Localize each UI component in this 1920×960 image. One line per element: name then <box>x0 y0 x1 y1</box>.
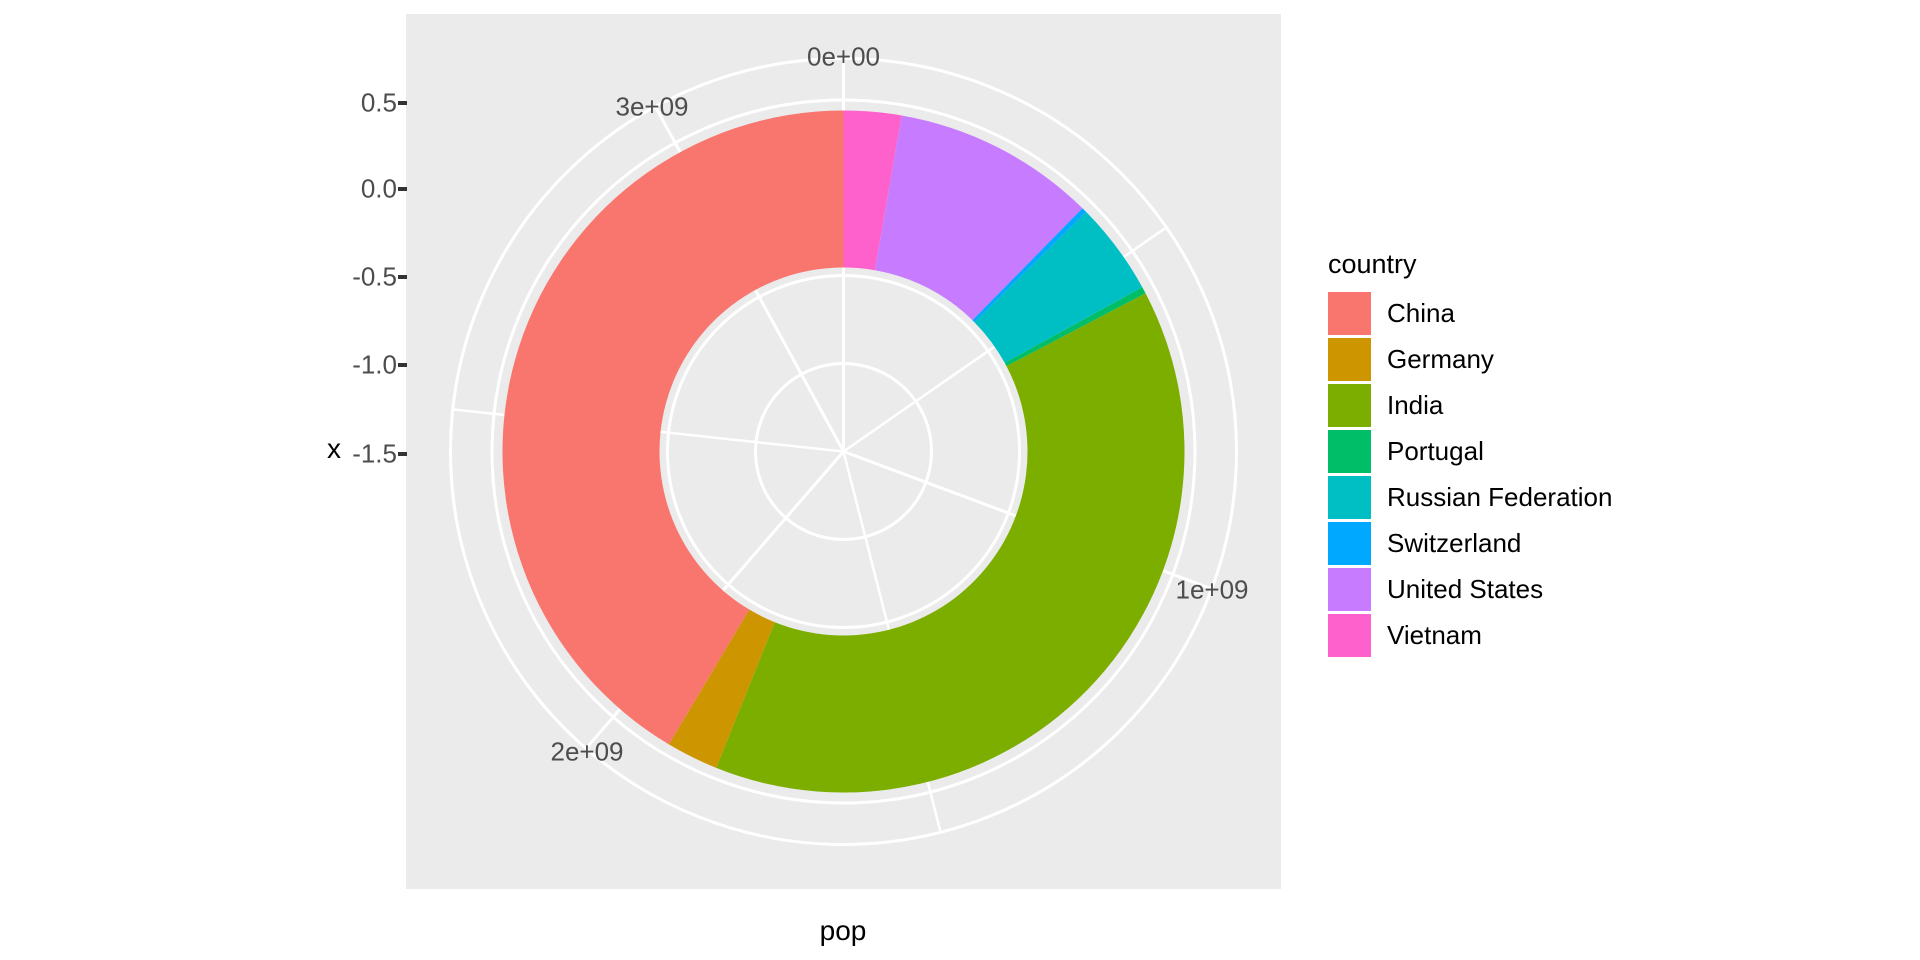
legend-item: Vietnam <box>1328 614 1612 657</box>
pop-axis-title: pop <box>819 915 867 946</box>
legend-label: United States <box>1387 574 1544 604</box>
pie-slice-portugal <box>1004 287 1146 367</box>
legend-label: Switzerland <box>1387 528 1522 558</box>
y-tick-label: -1.5 <box>352 438 397 468</box>
legend-label: Germany <box>1387 344 1494 374</box>
legend-label: India <box>1387 390 1444 420</box>
pie-slice-united-states <box>874 115 1083 321</box>
legend-label: Portugal <box>1387 436 1484 466</box>
pie-slice-germany <box>668 609 775 768</box>
legend-item: China <box>1328 292 1612 335</box>
legend-title: country <box>1328 249 1417 279</box>
angle-tick-label: 0e+00 <box>806 41 881 72</box>
y-tick-label: 0.5 <box>360 87 397 117</box>
legend-label: Vietnam <box>1387 620 1482 650</box>
legend-item: Portugal <box>1328 430 1612 473</box>
y-tick-mark <box>398 451 407 456</box>
y-tick-mark <box>398 363 407 367</box>
y-tick-mark <box>398 275 407 279</box>
angle-tick-label: 3e+09 <box>615 91 689 122</box>
legend-label: China <box>1387 298 1455 328</box>
legend-key-germany <box>1328 338 1371 381</box>
pie-slice-india <box>716 293 1185 793</box>
y-tick-label: -0.5 <box>352 261 397 292</box>
donut-slices <box>502 110 1185 793</box>
pie-slice-switzerland <box>972 208 1087 323</box>
y-tick-mark <box>398 100 407 105</box>
legend-label: Russian Federation <box>1387 482 1613 512</box>
legend-key-india <box>1328 384 1371 427</box>
pie-slice-vietnam <box>843 110 902 271</box>
angle-tick-label: 2e+09 <box>550 736 624 767</box>
legend-item: United States <box>1328 568 1612 611</box>
legend-key-china <box>1328 292 1371 335</box>
x-axis-title: x <box>327 433 341 464</box>
legend-item: Germany <box>1328 338 1612 381</box>
y-tick-label: -1.0 <box>352 349 397 380</box>
legend-key-united-states <box>1328 568 1371 611</box>
angle-tick-label: 1e+09 <box>1175 574 1249 605</box>
legend: country China Germany India Portugal Rus… <box>1328 248 1612 660</box>
legend-key-portugal <box>1328 430 1371 473</box>
pie-slice-russian-federation <box>974 211 1143 363</box>
pie-slice-china <box>502 110 844 745</box>
legend-item: India <box>1328 384 1612 427</box>
legend-item: Switzerland <box>1328 522 1612 565</box>
legend-key-vietnam <box>1328 614 1371 657</box>
legend-key-russian-federation <box>1328 476 1371 519</box>
legend-item: Russian Federation <box>1328 476 1612 519</box>
y-tick-mark <box>398 186 407 191</box>
y-tick-label: 0.0 <box>360 173 397 203</box>
legend-key-switzerland <box>1328 522 1371 565</box>
